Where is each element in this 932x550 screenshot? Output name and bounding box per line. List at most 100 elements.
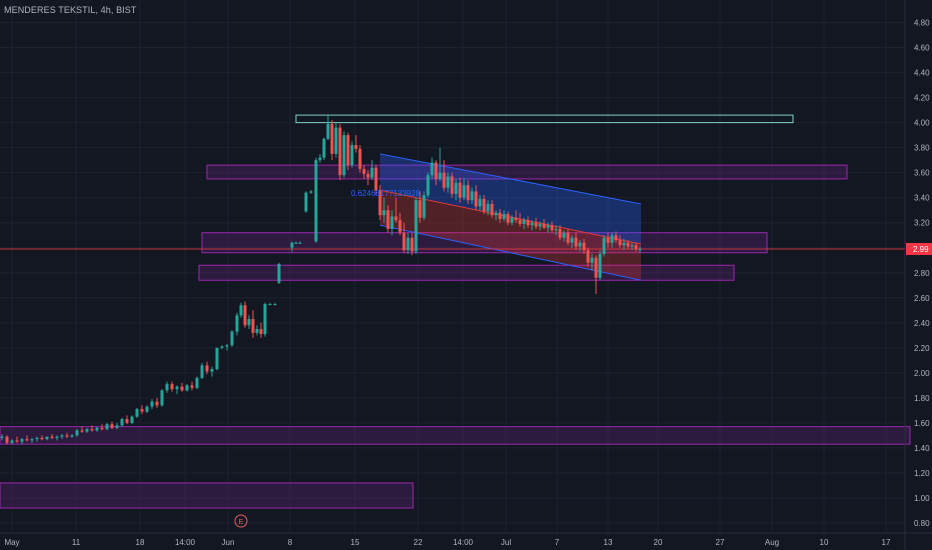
candle-body: [390, 216, 394, 229]
candle-body: [95, 427, 99, 431]
candle-body: [458, 182, 462, 198]
candle-body: [382, 210, 386, 216]
candle-body: [610, 235, 614, 243]
candle-body: [290, 242, 294, 248]
candle-body: [522, 220, 526, 224]
candle-body: [426, 175, 430, 196]
x-tick-label: 27: [716, 538, 725, 547]
candle-body: [462, 185, 466, 198]
y-tick-label: 4.60: [914, 44, 930, 53]
candle-body: [510, 217, 514, 223]
candle-body: [110, 424, 114, 428]
candle-body: [185, 385, 189, 391]
candle-body: [350, 145, 354, 166]
y-tick-label: 0.80: [914, 519, 930, 528]
candle-body: [362, 168, 366, 174]
x-tick-label: 14:00: [175, 538, 196, 547]
candle-body: [526, 220, 530, 226]
y-tick-label: 2.00: [914, 369, 930, 378]
candle-body: [398, 220, 402, 233]
price-badge: [906, 242, 932, 255]
candle-body: [210, 369, 214, 372]
x-tick-label: 17: [882, 538, 891, 547]
candle-body: [482, 198, 486, 212]
candle-body: [304, 192, 308, 212]
candle-body: [15, 440, 19, 442]
candles: [0, 115, 642, 445]
candle-body: [442, 172, 446, 188]
candle-body: [402, 232, 406, 251]
candle-body: [438, 172, 442, 179]
x-tick-label: 7: [555, 538, 560, 547]
candle-body: [598, 253, 602, 278]
candle-body: [578, 242, 582, 247]
candle-body: [259, 329, 263, 335]
zone-box: [206, 164, 848, 180]
y-tick-label: 3.80: [914, 144, 930, 153]
candle-body: [5, 436, 9, 443]
candle-body: [10, 440, 14, 443]
candle-body: [85, 429, 89, 432]
candle-body: [498, 212, 502, 219]
candle-body: [622, 242, 626, 246]
candle-body: [454, 182, 458, 194]
candle-body: [514, 217, 518, 221]
candle-body: [215, 347, 219, 370]
candle-body: [125, 419, 129, 423]
price-badge-label: 2.99: [913, 245, 929, 254]
candle-body: [582, 242, 586, 251]
x-tick-label: 20: [654, 538, 663, 547]
candle-body: [410, 237, 414, 252]
y-tick-label: 4.00: [914, 119, 930, 128]
candle-body: [466, 185, 470, 201]
candle-body: [170, 384, 174, 390]
zone-box: [0, 426, 911, 445]
channel-value-label: 0.62468177133928: [351, 189, 421, 198]
y-tick-label: 1.20: [914, 469, 930, 478]
y-tick-label: 1.00: [914, 494, 930, 503]
candle-body: [342, 135, 346, 176]
candle-body: [235, 315, 239, 332]
candle-body: [506, 213, 510, 223]
candle-body: [606, 237, 610, 243]
x-tick-label: 11: [72, 538, 81, 547]
y-tick-label: 1.60: [914, 419, 930, 428]
x-tick-label: 13: [604, 538, 613, 547]
candle-body: [374, 167, 378, 191]
candle-body: [135, 409, 139, 417]
y-tick-label: 3.40: [914, 194, 930, 203]
candle-body: [55, 436, 59, 438]
candle-body: [309, 191, 313, 193]
candle-body: [502, 213, 506, 219]
candle-body: [60, 435, 64, 437]
candle-body: [494, 212, 498, 216]
candle-body: [486, 203, 490, 212]
candle-body: [602, 237, 606, 254]
candle-body: [394, 216, 398, 221]
candle-body: [195, 377, 199, 388]
candle-body: [314, 160, 318, 242]
candle-body: [538, 223, 542, 227]
candle-body: [434, 162, 438, 179]
candle-body: [175, 386, 179, 390]
candle-body: [470, 191, 474, 201]
candle-body: [30, 439, 34, 441]
x-tick-label: 18: [136, 538, 145, 547]
candle-body: [614, 235, 618, 241]
candle-body: [386, 210, 390, 229]
candle-body: [518, 220, 522, 224]
candle-body: [630, 245, 634, 247]
candle-body: [251, 319, 255, 333]
x-tick-label: 14:00: [453, 538, 474, 547]
y-tick-label: 1.80: [914, 394, 930, 403]
candle-body: [542, 223, 546, 228]
candle-body: [100, 427, 104, 430]
candle-body: [590, 257, 594, 263]
channel-lower-fill: [380, 190, 641, 281]
x-tick-label: 8: [288, 538, 293, 547]
candle-body: [586, 250, 590, 263]
candle-body: [594, 257, 598, 278]
earnings-marker-label: E: [239, 519, 244, 526]
y-axis: 0.80 1.00 1.20 1.40 1.60 1.80 2.00 2.20 2.40 2.60…: [904, 0, 932, 550]
